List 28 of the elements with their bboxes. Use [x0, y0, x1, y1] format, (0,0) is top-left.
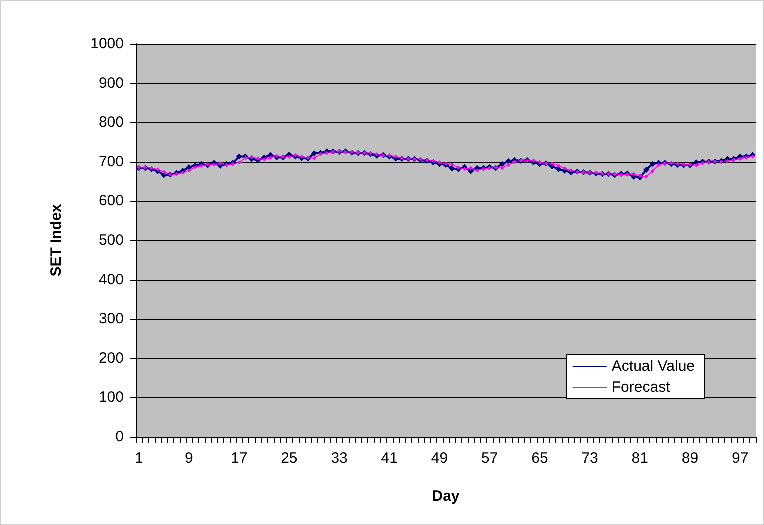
- x-axis-title: Day: [432, 488, 460, 505]
- legend-label: Forecast: [612, 379, 672, 396]
- y-tick-label: 100: [98, 389, 124, 406]
- x-tick-label: 81: [632, 450, 648, 467]
- x-tick-label: 25: [281, 450, 298, 467]
- y-tick-label: 0: [116, 428, 124, 446]
- y-tick-label: 1000: [90, 36, 124, 52]
- x-tick-label: 1: [134, 450, 144, 467]
- y-tick-label: 600: [98, 192, 124, 210]
- x-tick-label: 41: [381, 450, 398, 467]
- legend-label: Actual Value: [612, 358, 695, 375]
- y-tick-label: 200: [98, 350, 124, 367]
- y-tick-label: 700: [98, 153, 124, 170]
- x-tick-label: 65: [532, 450, 548, 467]
- x-tick-label: 17: [230, 450, 248, 467]
- x-tick-label: 97: [732, 450, 749, 467]
- y-tick-label: 900: [98, 74, 124, 92]
- x-tick-label: 73: [582, 450, 598, 467]
- x-tick-label: 49: [431, 450, 448, 467]
- x-tick-label: 57: [481, 450, 498, 467]
- x-tick-label: 33: [331, 450, 348, 467]
- y-tick-label: 500: [98, 232, 124, 249]
- y-tick-label: 800: [98, 114, 124, 132]
- x-tick-label: 9: [185, 450, 194, 467]
- y-axis-title: SET Index: [48, 204, 65, 277]
- y-tick-label: 400: [98, 271, 124, 288]
- x-tick-label: 89: [682, 450, 699, 467]
- y-tick-label: 300: [98, 310, 124, 328]
